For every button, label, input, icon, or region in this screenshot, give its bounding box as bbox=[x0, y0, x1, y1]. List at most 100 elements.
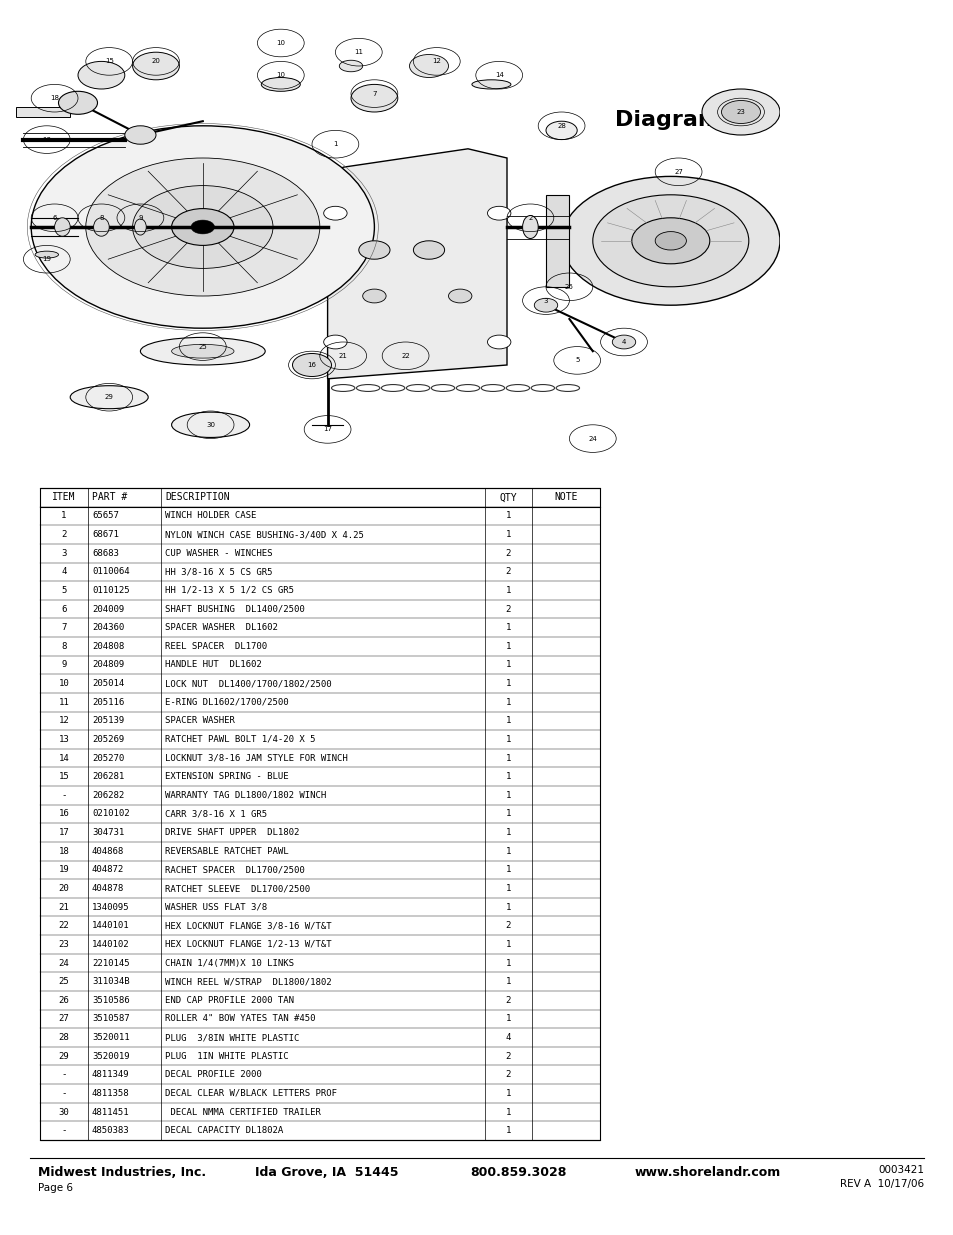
Text: 205270: 205270 bbox=[91, 753, 124, 763]
Text: 1: 1 bbox=[505, 753, 511, 763]
Text: 17: 17 bbox=[323, 426, 332, 432]
Circle shape bbox=[631, 217, 709, 264]
Text: 10: 10 bbox=[276, 40, 285, 46]
Text: 1: 1 bbox=[505, 698, 511, 706]
Text: 1: 1 bbox=[505, 1014, 511, 1024]
Text: 0210102: 0210102 bbox=[91, 809, 130, 819]
Text: HANDLE HUT  DL1602: HANDLE HUT DL1602 bbox=[165, 661, 262, 669]
Text: -: - bbox=[61, 1071, 67, 1079]
Text: 1: 1 bbox=[61, 511, 67, 520]
Ellipse shape bbox=[54, 217, 71, 236]
Text: 65657: 65657 bbox=[91, 511, 119, 520]
Text: EXTENSION SPRING - BLUE: EXTENSION SPRING - BLUE bbox=[165, 772, 289, 782]
Text: 4850383: 4850383 bbox=[91, 1126, 130, 1135]
Text: DRIVE SHAFT UPPER  DL1802: DRIVE SHAFT UPPER DL1802 bbox=[165, 829, 299, 837]
Circle shape bbox=[86, 158, 319, 296]
Text: 8: 8 bbox=[61, 642, 67, 651]
Text: 4811358: 4811358 bbox=[91, 1089, 130, 1098]
Ellipse shape bbox=[172, 412, 250, 437]
Text: 1: 1 bbox=[505, 735, 511, 743]
Text: 20: 20 bbox=[152, 58, 160, 64]
Polygon shape bbox=[327, 148, 506, 379]
Text: 2210145: 2210145 bbox=[91, 958, 130, 967]
Text: 30: 30 bbox=[206, 422, 214, 427]
Text: 27: 27 bbox=[674, 169, 682, 175]
Text: 7: 7 bbox=[372, 90, 376, 96]
Text: HH 1/2-13 X 5 1/2 CS GR5: HH 1/2-13 X 5 1/2 CS GR5 bbox=[165, 585, 294, 595]
Text: WINCH REEL W/STRAP  DL1800/1802: WINCH REEL W/STRAP DL1800/1802 bbox=[165, 977, 332, 987]
Circle shape bbox=[31, 126, 374, 329]
Text: NOTE: NOTE bbox=[554, 493, 577, 503]
Text: 12: 12 bbox=[432, 58, 441, 64]
Text: 14: 14 bbox=[495, 72, 503, 78]
Text: 13: 13 bbox=[42, 137, 51, 142]
Text: RATCHET PAWL BOLT 1/4-20 X 5: RATCHET PAWL BOLT 1/4-20 X 5 bbox=[165, 735, 315, 743]
Text: 16: 16 bbox=[58, 809, 70, 819]
Text: 3: 3 bbox=[61, 548, 67, 558]
Text: PLUG  3/8IN WHITE PLASTIC: PLUG 3/8IN WHITE PLASTIC bbox=[165, 1032, 299, 1042]
Text: 1: 1 bbox=[505, 847, 511, 856]
Text: WARRANTY TAG DL1800/1802 WINCH: WARRANTY TAG DL1800/1802 WINCH bbox=[165, 790, 326, 800]
Text: 1: 1 bbox=[505, 1108, 511, 1116]
Text: 8: 8 bbox=[99, 215, 104, 221]
Text: PLUG  1IN WHITE PLASTIC: PLUG 1IN WHITE PLASTIC bbox=[165, 1052, 289, 1061]
Text: 1: 1 bbox=[505, 716, 511, 725]
Text: DECAL NMMA CERTIFIED TRAILER: DECAL NMMA CERTIFIED TRAILER bbox=[165, 1108, 321, 1116]
Text: HEX LOCKNUT FLANGE 1/2-13 W/T&T: HEX LOCKNUT FLANGE 1/2-13 W/T&T bbox=[165, 940, 332, 948]
Text: 2: 2 bbox=[505, 548, 511, 558]
Text: 205269: 205269 bbox=[91, 735, 124, 743]
Text: 404878: 404878 bbox=[91, 884, 124, 893]
Text: 1: 1 bbox=[505, 884, 511, 893]
Text: REVERSABLE RATCHET PAWL: REVERSABLE RATCHET PAWL bbox=[165, 847, 289, 856]
Text: 1: 1 bbox=[505, 679, 511, 688]
Text: 3: 3 bbox=[543, 298, 548, 304]
Ellipse shape bbox=[134, 219, 146, 235]
Circle shape bbox=[351, 84, 397, 112]
Text: 204360: 204360 bbox=[91, 624, 124, 632]
Text: 5: 5 bbox=[575, 357, 578, 363]
Text: 1: 1 bbox=[505, 772, 511, 782]
Text: 7: 7 bbox=[61, 624, 67, 632]
Text: 205139: 205139 bbox=[91, 716, 124, 725]
Text: E-RING DL1602/1700/2500: E-RING DL1602/1700/2500 bbox=[165, 698, 289, 706]
Text: 1: 1 bbox=[505, 866, 511, 874]
Ellipse shape bbox=[339, 61, 362, 72]
Text: 2: 2 bbox=[505, 1071, 511, 1079]
Text: 3520011: 3520011 bbox=[91, 1032, 130, 1042]
Text: -: - bbox=[61, 1126, 67, 1135]
Text: 205014: 205014 bbox=[91, 679, 124, 688]
Circle shape bbox=[323, 335, 347, 350]
Text: 1: 1 bbox=[505, 940, 511, 948]
Text: 0003421: 0003421 bbox=[877, 1165, 923, 1174]
Text: QTY: QTY bbox=[498, 493, 517, 503]
Text: 1: 1 bbox=[505, 585, 511, 595]
Text: 21: 21 bbox=[58, 903, 70, 911]
Circle shape bbox=[125, 126, 156, 144]
Text: 2: 2 bbox=[528, 215, 532, 221]
Text: 10: 10 bbox=[276, 72, 285, 78]
Text: HH 3/8-16 X 5 CS GR5: HH 3/8-16 X 5 CS GR5 bbox=[165, 567, 273, 577]
Text: REV A  10/17/06: REV A 10/17/06 bbox=[839, 1179, 923, 1189]
Ellipse shape bbox=[472, 80, 511, 89]
Ellipse shape bbox=[261, 78, 300, 91]
Circle shape bbox=[191, 220, 214, 233]
Text: 1: 1 bbox=[333, 141, 337, 147]
Circle shape bbox=[545, 121, 577, 140]
Text: CARR 3/8-16 X 1 GR5: CARR 3/8-16 X 1 GR5 bbox=[165, 809, 267, 819]
Text: 206282: 206282 bbox=[91, 790, 124, 800]
Text: -: - bbox=[61, 1089, 67, 1098]
Text: 304731: 304731 bbox=[91, 829, 124, 837]
Text: 3510587: 3510587 bbox=[91, 1014, 130, 1024]
Text: 10: 10 bbox=[58, 679, 70, 688]
Ellipse shape bbox=[140, 337, 265, 366]
Text: 28: 28 bbox=[557, 122, 565, 128]
Text: RACHET SPACER  DL1700/2500: RACHET SPACER DL1700/2500 bbox=[165, 866, 305, 874]
Text: DESCRIPTION: DESCRIPTION bbox=[165, 493, 230, 503]
Text: NYLON WINCH CASE BUSHING-3/40D X 4.25: NYLON WINCH CASE BUSHING-3/40D X 4.25 bbox=[165, 530, 364, 538]
Text: Page 6: Page 6 bbox=[38, 1183, 73, 1193]
Circle shape bbox=[362, 289, 386, 303]
Circle shape bbox=[413, 241, 444, 259]
Text: 2: 2 bbox=[61, 530, 67, 538]
Ellipse shape bbox=[71, 385, 148, 409]
Text: 2: 2 bbox=[505, 567, 511, 577]
